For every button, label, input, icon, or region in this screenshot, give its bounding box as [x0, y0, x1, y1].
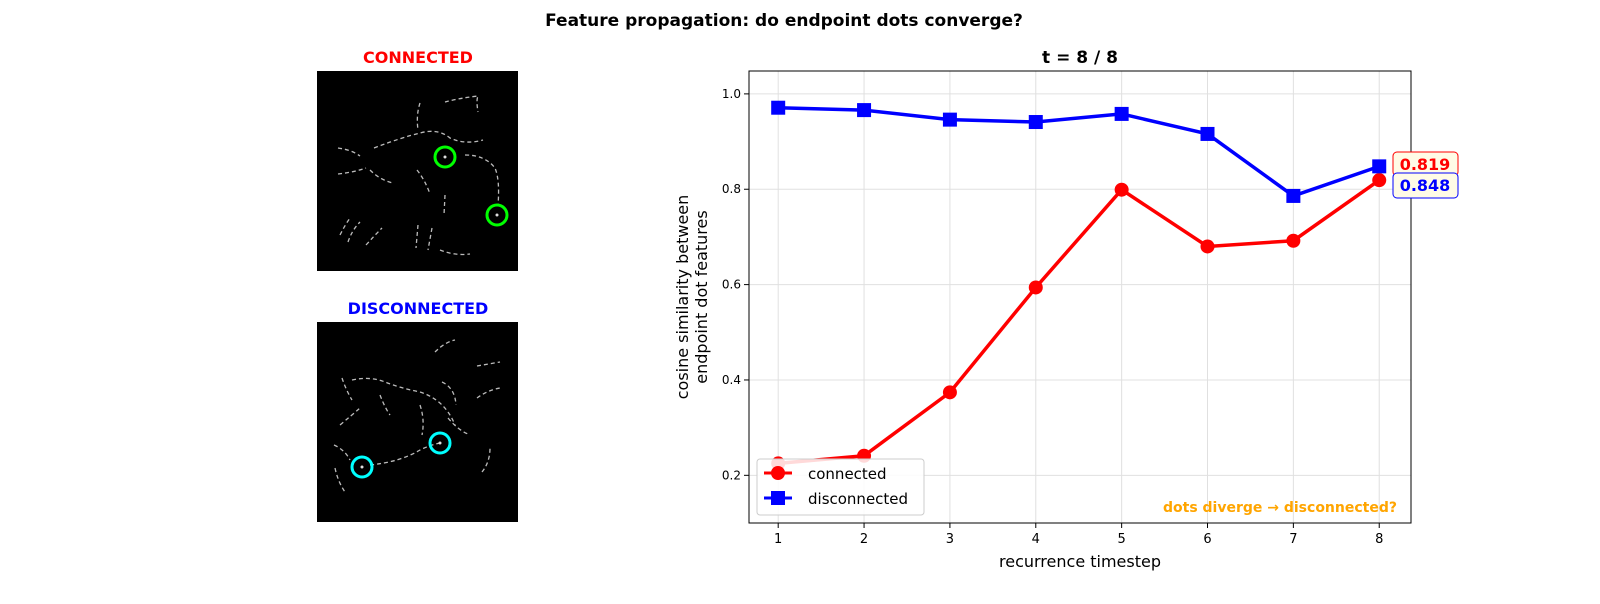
legend-label-disconnected: disconnected [808, 490, 908, 508]
data-point-disconnected [1114, 106, 1129, 121]
ticks: 1 2 3 4 5 6 7 8 0.2 0.4 0.6 0.8 1.0 [722, 87, 1383, 547]
x-tick-label: 2 [860, 532, 868, 547]
y-axis-label-line1: cosine similarity between [673, 195, 692, 400]
svg-text:0.848: 0.848 [1400, 176, 1451, 195]
annotation: dots diverge → disconnected? [1163, 500, 1397, 516]
legend-circle-marker [771, 466, 785, 480]
endpoint-marker [485, 203, 509, 227]
data-point-disconnected [1286, 188, 1301, 203]
endpoint-marker [350, 455, 374, 479]
endpoint-marker [433, 145, 457, 169]
connected-image [317, 71, 518, 271]
x-tick-label: 7 [1289, 532, 1297, 547]
series-layer [771, 100, 1387, 471]
data-point-connected [1200, 239, 1215, 254]
legend-square-marker [771, 491, 785, 505]
axes-frame [748, 70, 1412, 524]
data-point-connected [1372, 173, 1387, 188]
disconnected-image [317, 322, 518, 522]
y-tick-label: 0.2 [722, 468, 741, 482]
legend: connected disconnected [756, 458, 925, 516]
data-point-disconnected [1200, 126, 1215, 141]
x-tick-label: 5 [1118, 532, 1126, 547]
disconnected-panel-title: DISCONNECTED [348, 299, 489, 318]
y-tick-label: 0.6 [722, 278, 741, 292]
connected-panel-title: CONNECTED [363, 48, 473, 67]
x-tick-label: 3 [946, 532, 954, 547]
x-tick-label: 8 [1375, 532, 1383, 547]
x-tick-label: 4 [1032, 532, 1040, 547]
data-point-disconnected [1028, 115, 1043, 130]
x-axis-label: recurrence timestep [999, 552, 1161, 571]
data-point-connected [1286, 233, 1301, 248]
end-label-disconnected: 0.848 [1392, 172, 1459, 199]
data-point-disconnected [857, 103, 872, 118]
y-axis-label-line2: endpoint dot features [692, 210, 711, 383]
data-point-connected [1114, 182, 1129, 197]
data-point-disconnected [1372, 159, 1387, 174]
x-tick-label: 1 [774, 532, 782, 547]
grid [749, 71, 1411, 523]
y-tick-label: 1.0 [722, 87, 741, 101]
y-tick-label: 0.4 [722, 373, 741, 387]
series-line-connected [778, 178, 1381, 466]
end-label-connected: 0.819 [1392, 151, 1459, 177]
series-line-disconnected [778, 105, 1380, 198]
data-point-disconnected [942, 112, 957, 127]
y-tick-label: 0.8 [722, 182, 741, 196]
chart-title: t = 8 / 8 [1042, 48, 1118, 68]
suptitle: Feature propagation: do endpoint dots co… [545, 11, 1023, 31]
legend-label-connected: connected [808, 465, 887, 483]
data-point-connected [1028, 280, 1043, 295]
data-point-connected [942, 385, 957, 400]
x-tick-label: 6 [1203, 532, 1211, 547]
endpoint-marker [428, 431, 452, 455]
data-point-disconnected [771, 100, 786, 115]
svg-text:0.819: 0.819 [1400, 155, 1451, 174]
